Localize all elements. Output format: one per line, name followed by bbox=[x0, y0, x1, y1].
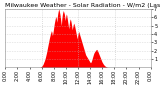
Text: Milwaukee Weather - Solar Radiation - W/m2 (Last 24 Hours): Milwaukee Weather - Solar Radiation - W/… bbox=[5, 3, 160, 8]
